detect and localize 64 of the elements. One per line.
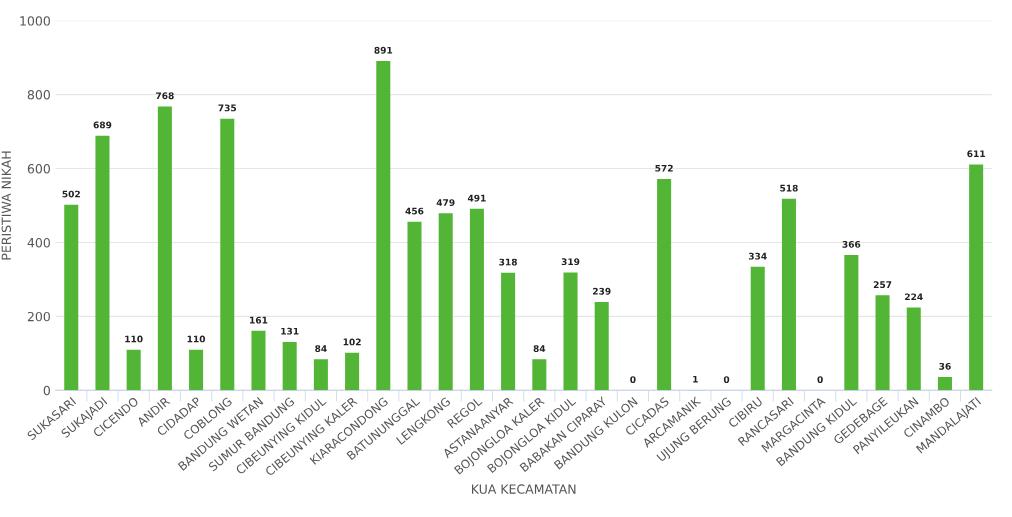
data-label: 224 <box>905 293 923 301</box>
bar <box>251 330 266 391</box>
data-label: 456 <box>405 207 424 215</box>
bar <box>781 198 796 391</box>
bar <box>750 266 765 391</box>
data-label: 366 <box>842 240 861 248</box>
bar <box>438 213 453 391</box>
bar <box>345 352 360 391</box>
data-label: 239 <box>593 287 611 295</box>
data-label: 84 <box>533 345 546 352</box>
data-label: 102 <box>343 338 361 346</box>
data-label: 479 <box>436 199 455 206</box>
data-label: 257 <box>873 281 892 289</box>
data-label: 161 <box>250 316 268 324</box>
data-label: 131 <box>281 327 299 335</box>
y-axis-title: PERISTIWA NIKAH <box>1 151 12 260</box>
bar <box>64 204 79 391</box>
data-label: 502 <box>62 190 80 198</box>
bar <box>844 255 859 391</box>
data-label: 1 <box>693 375 698 383</box>
y-tick-label: 200 <box>27 311 50 322</box>
bar <box>313 359 328 391</box>
y-tick-label: 600 <box>27 164 50 174</box>
data-label: 84 <box>315 345 327 352</box>
bar <box>157 106 172 391</box>
bar <box>407 221 422 391</box>
bar <box>376 60 391 391</box>
y-tick-label: 1000 <box>20 16 50 26</box>
bar <box>501 272 516 391</box>
x-axis-title: KUA KECAMATAN <box>472 484 576 494</box>
bar <box>969 164 984 391</box>
data-label: 36 <box>939 362 951 370</box>
bar <box>563 272 578 391</box>
bar <box>532 359 547 391</box>
data-label: 319 <box>561 258 580 266</box>
bar <box>220 118 235 391</box>
data-label: 0 <box>723 376 730 384</box>
y-tick-label: 0 <box>43 385 50 396</box>
bar <box>875 295 890 391</box>
bar <box>469 208 484 391</box>
data-label: 891 <box>374 46 393 54</box>
data-label: 0 <box>630 376 636 384</box>
data-label: 110 <box>187 335 206 343</box>
bar <box>937 377 952 391</box>
bar <box>657 178 672 391</box>
data-label: 318 <box>499 258 517 266</box>
data-label: 768 <box>156 92 174 100</box>
bar <box>282 341 297 391</box>
data-label: 735 <box>218 104 237 112</box>
bar <box>189 349 204 391</box>
data-label: 491 <box>467 194 486 202</box>
bar <box>95 135 110 391</box>
y-tick-label: 800 <box>27 90 50 100</box>
data-label: 518 <box>780 184 798 192</box>
data-label: 611 <box>967 150 985 158</box>
bar <box>126 349 141 391</box>
data-label: 572 <box>655 164 673 172</box>
data-label: 334 <box>748 252 767 260</box>
data-label: 689 <box>93 121 112 129</box>
data-label: 0 <box>817 376 823 384</box>
data-label: 110 <box>125 335 143 343</box>
bar <box>906 307 921 391</box>
bar <box>594 301 609 391</box>
y-tick-label: 400 <box>27 237 50 248</box>
